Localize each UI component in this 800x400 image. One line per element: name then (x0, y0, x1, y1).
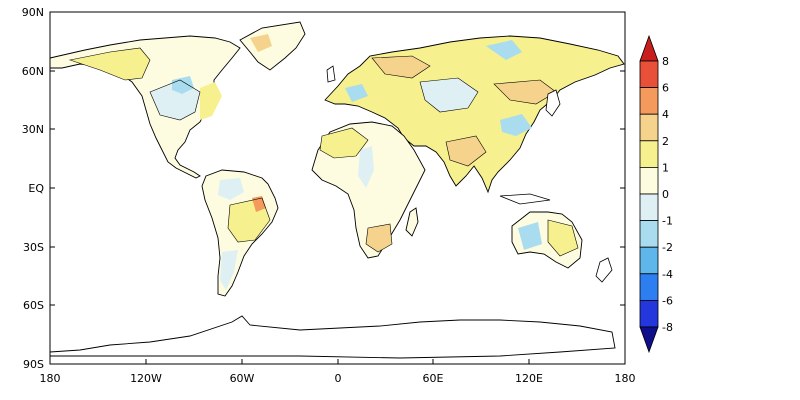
lon-axis (49, 359, 626, 364)
colorbar-top-arrow (639, 34, 659, 62)
lon-tick-180w: 180 (40, 372, 61, 385)
lon-tick-120e: 120E (515, 372, 543, 385)
patch-asia-south-warm (446, 136, 486, 166)
north-america (49, 35, 241, 179)
colorbar-segment (639, 87, 659, 115)
colorbar-segment (639, 113, 659, 142)
patch-eu-warm (372, 56, 430, 78)
patch-greenland-warm (250, 34, 272, 52)
patch-na-warm (200, 82, 222, 120)
new-zealand (595, 257, 613, 283)
lat-tick-eq: EQ (28, 182, 44, 195)
lon-tick-180e: 180 (615, 372, 636, 385)
colorbar-label: 4 (662, 108, 669, 121)
patch-sa-cool (218, 178, 244, 200)
colorbar-segment (639, 246, 659, 275)
colorbar-bottom-arrow (639, 326, 659, 354)
lon-tick-0: 0 (335, 372, 342, 385)
colorbar-segment (639, 60, 659, 89)
lon-tick-60w: 60W (230, 372, 255, 385)
patch-africa-cool (358, 146, 374, 188)
colorbar-label: -2 (662, 241, 673, 254)
colorbar-segment (639, 299, 659, 328)
lat-tick-labels: 90N 60N 30N EQ 30S 60S 90S (22, 6, 45, 371)
patch-asia-cool-2 (500, 114, 532, 136)
patch-eu-cool (345, 84, 368, 102)
colorbar-segment (639, 220, 659, 248)
lat-tick-90s: 90S (23, 358, 44, 371)
lon-tick-60e: 60E (423, 372, 444, 385)
lat-axis (50, 11, 625, 365)
madagascar (405, 207, 419, 237)
patch-sa-south-cool (220, 250, 238, 290)
colorbar-label: 2 (662, 135, 669, 148)
anomaly-patches (70, 34, 578, 290)
patch-asia-warm (494, 80, 556, 104)
lat-tick-30s: 30S (23, 241, 44, 254)
patch-hudson-cold (172, 76, 194, 94)
patch-aus-warm (548, 220, 578, 256)
colorbar-label: 1 (662, 161, 669, 174)
patch-siberia-cold (486, 40, 522, 60)
colorbar: 8 6 4 2 1 0 -1 -2 -4 -6 -8 (639, 34, 673, 354)
islands (326, 65, 613, 283)
patch-aus-cool (518, 222, 542, 250)
lon-tick-labels: 180 120W 60W 0 60E 120E 180 (40, 372, 636, 385)
lon-tick-120w: 120W (130, 372, 162, 385)
lat-tick-60s: 60S (23, 299, 44, 312)
colorbar-label: 0 (662, 188, 669, 201)
patch-asia-cool-1 (420, 78, 478, 112)
lat-tick-60n: 60N (22, 65, 44, 78)
colorbar-label: 8 (662, 55, 669, 68)
patch-africa-north-warm (320, 128, 368, 158)
colorbar-segment (639, 273, 659, 301)
greenland (239, 21, 306, 71)
uk (326, 65, 336, 83)
colorbar-segment (639, 193, 659, 222)
colorbar-segment (639, 140, 659, 168)
indonesia (499, 193, 551, 205)
patch-africa-south-warm (366, 224, 392, 252)
japan (545, 89, 561, 117)
antarctica (49, 315, 616, 359)
colorbar-label: -1 (662, 215, 673, 228)
colorbar-label: -4 (662, 268, 673, 281)
contour-lines (68, 47, 579, 257)
lat-tick-30n: 30N (22, 123, 44, 136)
colorbar-label: 6 (662, 82, 669, 95)
colorbar-label: -8 (662, 321, 673, 334)
colorbar-segment (639, 166, 659, 195)
lat-tick-90n: 90N (22, 6, 44, 19)
colorbar-label: -6 (662, 294, 673, 307)
